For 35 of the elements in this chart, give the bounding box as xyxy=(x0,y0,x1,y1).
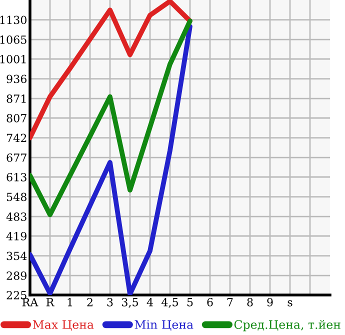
x-tick-label: 9 xyxy=(267,298,273,306)
y-tick-label: 1130 xyxy=(0,16,26,24)
x-tick-label: 3,5 xyxy=(122,298,138,308)
line-series xyxy=(30,18,192,218)
legend-label: Max Цена xyxy=(32,320,94,331)
line-series xyxy=(30,0,192,140)
y-tick-label: 871 xyxy=(6,94,26,103)
x-tick-label: 4 xyxy=(146,298,153,306)
x-tick-label: 8 xyxy=(247,298,253,306)
y-tick-label: 936 xyxy=(6,74,27,84)
line-series xyxy=(30,24,192,295)
x-tick-label: 1 xyxy=(68,298,72,306)
x-tick-label: 6 xyxy=(207,298,213,306)
legend-label: Min Цена xyxy=(134,320,194,331)
x-tick-label: RA xyxy=(22,298,38,306)
x-tick-label: 2 xyxy=(87,298,92,306)
y-tick-label: 1001 xyxy=(0,54,26,64)
y-tick-label: 807 xyxy=(6,114,26,122)
x-tick-label: R xyxy=(46,298,54,306)
y-tick-label: 677 xyxy=(6,154,26,162)
y-tick-label: 1065 xyxy=(0,36,26,44)
y-tick-label: 613 xyxy=(6,172,26,182)
x-tick-label: 4,5 xyxy=(162,298,178,308)
y-tick-label: 289 xyxy=(6,272,26,280)
x-tick-label: 5 xyxy=(187,298,193,306)
y-tick-label: 742 xyxy=(6,134,26,142)
x-tick-label: 7 xyxy=(227,298,233,306)
y-tick-label: 419 xyxy=(6,232,26,240)
y-tick-label: 225 xyxy=(6,290,26,300)
legend-label: Сред.Цена, т.йен xyxy=(234,320,340,332)
y-tick-label: 354 xyxy=(6,252,27,260)
x-tick-label: s xyxy=(288,300,292,306)
y-tick-label: 483 xyxy=(6,212,26,221)
y-tick-label: 548 xyxy=(6,192,26,202)
x-tick-label: 3 xyxy=(107,298,113,306)
